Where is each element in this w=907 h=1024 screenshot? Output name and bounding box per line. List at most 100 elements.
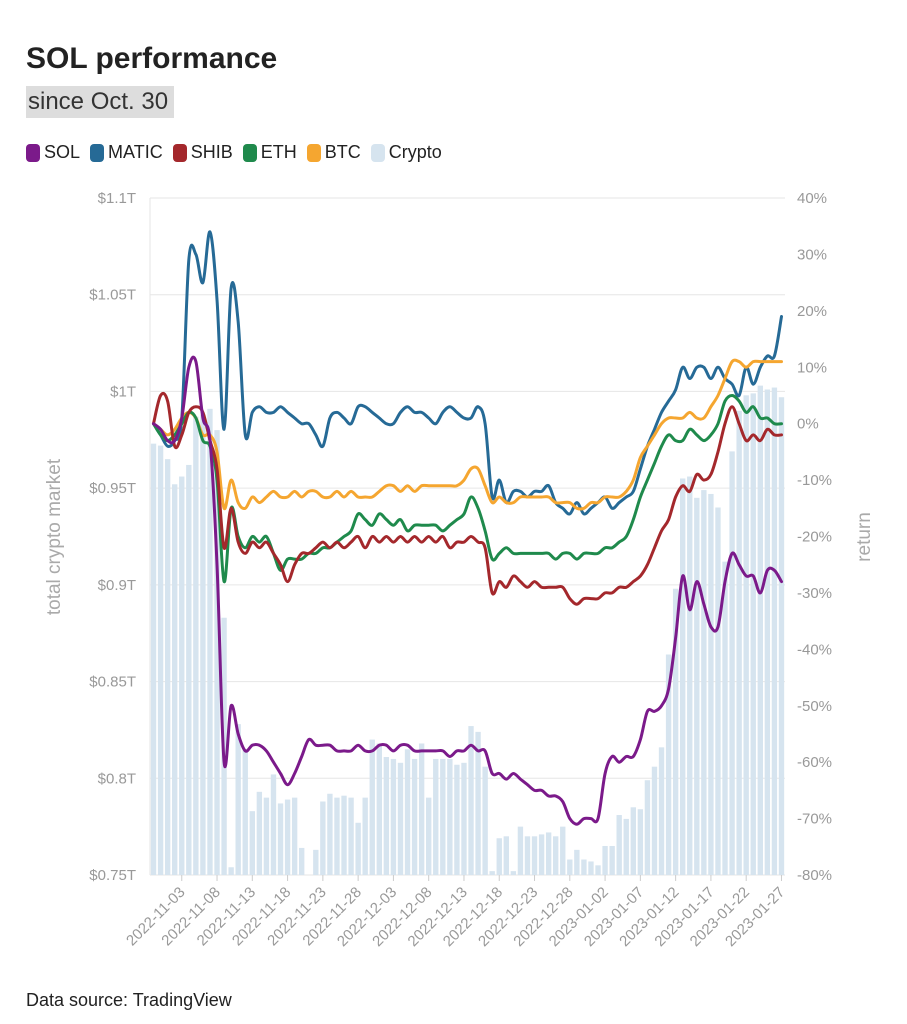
crypto-bar xyxy=(334,797,340,875)
right-axis-title: return xyxy=(854,512,875,562)
crypto-bar xyxy=(694,497,700,875)
crypto-bar xyxy=(778,397,785,875)
left-tick-label: $0.85T xyxy=(89,674,136,691)
crypto-bar xyxy=(560,826,566,875)
left-tick-label: $1.1T xyxy=(98,190,136,207)
right-tick-label: -40% xyxy=(797,641,832,658)
crypto-bar xyxy=(172,484,178,875)
crypto-bars xyxy=(150,385,785,875)
legend-item-btc: BTC xyxy=(306,142,361,163)
crypto-bar xyxy=(750,393,756,875)
crypto-bar xyxy=(722,561,728,875)
crypto-bar xyxy=(440,758,446,875)
legend-label: Crypto xyxy=(388,142,442,162)
crypto-bar xyxy=(538,834,545,875)
crypto-bar xyxy=(369,739,375,875)
crypto-bar xyxy=(757,385,763,875)
left-tick-label: $0.95T xyxy=(89,480,136,497)
crypto-bar xyxy=(764,389,771,875)
crypto-bar xyxy=(644,780,651,875)
series-line-sol xyxy=(152,355,783,826)
data-source-note: Data source: TradingView xyxy=(26,990,232,1010)
right-tick-label: 20% xyxy=(797,303,827,320)
crypto-bar xyxy=(313,849,319,875)
crypto-bar xyxy=(291,797,298,875)
crypto-bar xyxy=(517,826,524,875)
right-tick-label: 30% xyxy=(797,246,827,263)
crypto-bar xyxy=(454,764,460,875)
crypto-bar xyxy=(588,861,594,875)
crypto-bar xyxy=(404,749,411,875)
crypto-bar xyxy=(235,724,241,875)
crypto-bar xyxy=(475,731,481,875)
crypto-bar xyxy=(503,836,509,875)
crypto-bar xyxy=(468,726,474,875)
chart-subtitle: since Oct. 30 xyxy=(26,86,175,118)
legend-label: MATIC xyxy=(108,142,163,162)
legend-label: BTC xyxy=(324,142,361,162)
crypto-bar xyxy=(164,459,171,875)
crypto-bar xyxy=(383,757,390,875)
crypto-bar xyxy=(602,845,608,875)
crypto-bar xyxy=(545,832,552,875)
crypto-bar xyxy=(200,414,206,875)
right-tick-label: -60% xyxy=(797,754,832,771)
crypto-bar xyxy=(299,847,305,875)
legend-item-shib: SHIB xyxy=(172,142,233,163)
crypto-bar xyxy=(623,818,629,875)
right-tick-label: -20% xyxy=(797,529,832,546)
left-tick-label: $0.8T xyxy=(98,770,136,787)
left-axis-title: total crypto market xyxy=(44,458,65,615)
series-line-btc xyxy=(152,358,783,511)
crypto-bar xyxy=(531,836,538,875)
chart-title: SOL performance xyxy=(26,42,278,75)
legend-label: SOL xyxy=(44,142,81,162)
crypto-bar xyxy=(630,807,636,875)
crypto-bar xyxy=(207,408,213,875)
series-line-eth xyxy=(152,394,783,584)
crypto-bar xyxy=(482,766,488,875)
crypto-bar xyxy=(708,493,714,875)
legend-item-matic: MATIC xyxy=(90,142,163,163)
right-axis-ticks: 40% 30% 20% 10% 0% -10% -20% -30% -40% -50% -60% -7… xyxy=(797,190,832,884)
crypto-bar xyxy=(179,476,185,875)
crypto-bar xyxy=(390,758,397,875)
crypto-bar xyxy=(263,797,270,875)
crypto-bar xyxy=(595,865,601,875)
crypto-bar xyxy=(362,797,368,875)
left-tick-label: $1.05T xyxy=(89,287,136,304)
crypto-bar xyxy=(729,451,735,875)
crypto-bar xyxy=(320,801,326,875)
x-axis-ticks: 2022-11-032022-11-082022-11-132022-11-18… xyxy=(123,875,788,950)
crypto-bar xyxy=(150,443,157,875)
crypto-bar xyxy=(418,743,425,875)
legend-swatch xyxy=(370,143,385,162)
legend-swatch xyxy=(90,143,105,162)
legend-swatch xyxy=(306,143,321,162)
left-tick-label: $0.75T xyxy=(89,867,136,884)
crypto-bar xyxy=(461,762,467,875)
series-line-shib xyxy=(152,391,783,606)
legend-swatch xyxy=(172,143,187,162)
crypto-bar xyxy=(567,859,573,875)
right-tick-label: 10% xyxy=(797,359,827,376)
crypto-bar xyxy=(411,758,418,875)
crypto-bar xyxy=(524,836,531,875)
legend-label: SHIB xyxy=(190,142,233,162)
crypto-bar xyxy=(553,836,559,875)
crypto-bar xyxy=(672,588,679,875)
crypto-bar xyxy=(341,795,347,875)
left-axis-ticks: $1.1T $1.05T $1T $0.95T $0.9T $0.85T $0.8T $0.7… xyxy=(89,190,136,884)
crypto-bar xyxy=(496,838,502,875)
legend-swatch xyxy=(26,143,40,162)
crypto-bar xyxy=(157,445,164,875)
right-tick-label: -10% xyxy=(797,472,832,489)
series-lines xyxy=(152,230,783,826)
right-tick-label: 40% xyxy=(797,190,827,207)
crypto-bar xyxy=(771,387,778,875)
crypto-bar xyxy=(186,464,192,875)
crypto-bar xyxy=(510,871,517,875)
crypto-bar xyxy=(574,849,580,875)
crypto-bar xyxy=(214,430,220,875)
